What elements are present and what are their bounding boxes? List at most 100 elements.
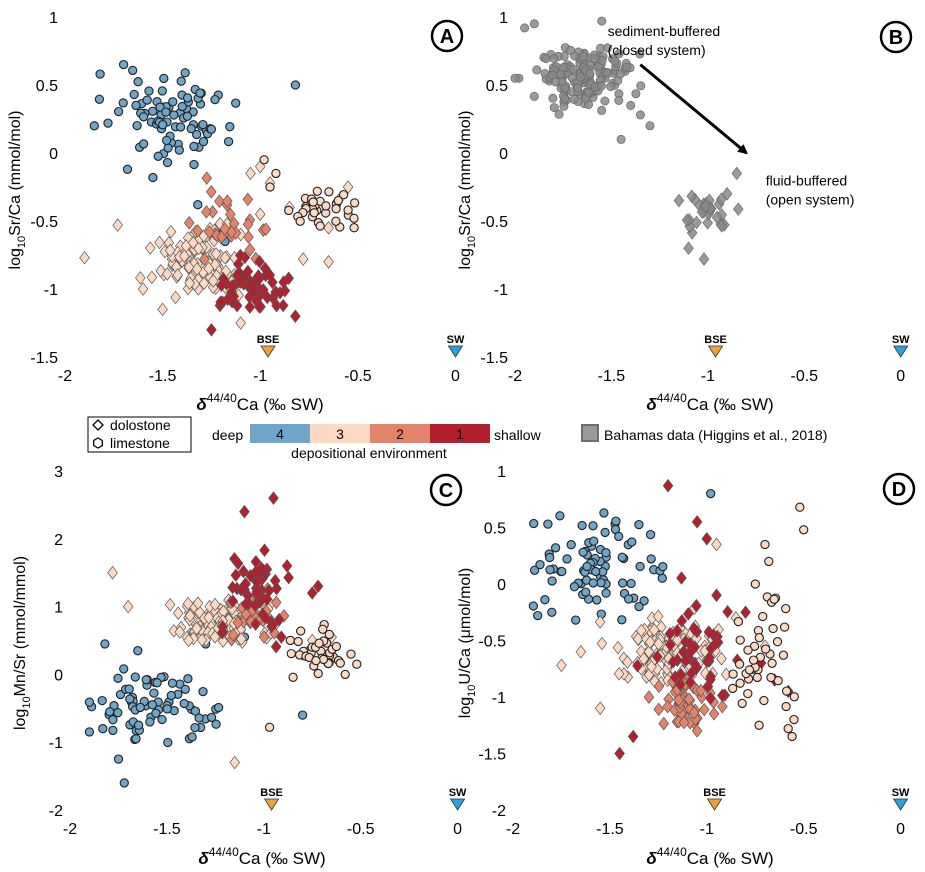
panel-a-point <box>260 222 272 237</box>
panel-d-point <box>728 669 738 679</box>
panel-b-point <box>732 202 744 216</box>
panel-b-point <box>702 216 713 230</box>
panel-d-point <box>658 716 670 731</box>
panel-b-ylabel: log10Sr/Ca (mmol/mol) <box>457 111 478 270</box>
panel-c-ytick-label: 1 <box>54 600 63 617</box>
panel-b-point <box>560 94 570 104</box>
panel-d-point <box>691 598 702 613</box>
panel-a-point <box>242 192 254 207</box>
panel-b-point <box>529 91 539 101</box>
panel-d-point <box>688 621 700 636</box>
panel-c-point <box>306 586 318 600</box>
panel-d-point <box>648 623 660 637</box>
panel-d-point <box>789 692 799 702</box>
panel-c-point <box>211 719 221 729</box>
panel-a-ylabel: log10Sr/Ca (mmol/mol) <box>7 111 28 270</box>
panel-a-point <box>321 201 331 211</box>
panel-a-reference-markers: BSE SW <box>257 334 465 358</box>
panel-a-point <box>290 80 301 90</box>
panel-d-point <box>704 651 715 665</box>
panel-a-point <box>243 230 254 244</box>
panel-a-point <box>227 278 238 293</box>
panel-c-points <box>84 491 362 788</box>
svg-text:δ44/40Ca (‰ SW): δ44/40Ca (‰ SW) <box>198 845 325 868</box>
panel-d-point <box>711 588 722 603</box>
panel-c-point <box>227 594 239 608</box>
panel-a-point <box>184 276 195 290</box>
panel-d-point <box>635 623 647 638</box>
panel-b-point <box>636 81 646 91</box>
panel-b-point <box>578 52 588 62</box>
panel-c-point <box>232 556 244 571</box>
panel-c-point <box>122 599 134 614</box>
panel-a-point <box>231 98 241 108</box>
panel-c-point <box>260 611 271 625</box>
panel-c-point <box>239 577 251 592</box>
panel-c-point <box>297 710 308 720</box>
panel-a-point <box>235 316 246 330</box>
panel-a-point <box>265 182 275 192</box>
panel-a-xtick-label: -2 <box>58 368 72 385</box>
legend-env-caption: depositional environment <box>291 445 447 461</box>
panel-b-point <box>602 43 612 53</box>
panel-c-point <box>270 595 282 610</box>
panel-c-point <box>273 612 285 627</box>
panel-a-point <box>138 112 149 122</box>
panel-c-point <box>130 672 140 682</box>
panel-d-point <box>582 561 592 572</box>
panel-b-xtick-label: -1 <box>701 368 715 385</box>
panel-b-annotation: (closed system) <box>608 42 706 58</box>
panel-b-point <box>549 103 559 113</box>
panel-d-point <box>759 695 769 706</box>
panel-d-ytick-label: -1.5 <box>478 747 506 764</box>
svg-text:δ44/40Ca (‰ SW): δ44/40Ca (‰ SW) <box>646 391 773 414</box>
panel-a-point <box>244 242 256 257</box>
panel-d-point <box>653 637 664 651</box>
panel-b-point <box>583 87 593 97</box>
panel-a-point <box>242 217 254 232</box>
svg-text:B: B <box>889 27 903 49</box>
panel-b-ytick-label: -1.5 <box>480 350 508 367</box>
panel-a-point <box>242 264 254 279</box>
panel-c-reference-markers: BSE SW <box>260 787 467 811</box>
panel-d-point <box>543 519 553 529</box>
panel-a-point <box>343 205 353 215</box>
panel-a-point <box>274 285 286 300</box>
panel-d-point <box>768 623 778 634</box>
panel-a-label: A <box>430 19 464 53</box>
panel-a-point <box>349 198 360 208</box>
panel-b-arrow <box>639 63 748 155</box>
panel-d-point <box>710 636 721 651</box>
panel-b-point <box>731 166 743 181</box>
panel-a-point <box>284 205 294 216</box>
panel-c-point <box>108 725 118 736</box>
panel-d-point <box>717 699 728 714</box>
panel-a-point <box>153 151 163 161</box>
panel-c-point <box>166 690 176 701</box>
panel-b-point <box>721 187 733 201</box>
panel-a-point <box>198 119 208 130</box>
panel-a-point <box>331 216 341 226</box>
panel-b-label: B <box>879 20 913 54</box>
panel-b-annotation: (open system) <box>766 192 855 208</box>
panel-d-point <box>760 539 770 550</box>
panel-d-point <box>545 565 555 575</box>
panel-d-point <box>680 653 691 668</box>
panel-b: sediment-buffered (closed system) fluid-bu… <box>457 10 913 414</box>
panel-a-point <box>79 250 90 265</box>
panel-c-point <box>131 734 141 744</box>
panel-c-point <box>318 624 328 634</box>
panel-d-xtick-label: -0.5 <box>790 821 818 838</box>
panel-c-point <box>331 641 342 652</box>
panel-c-point <box>288 672 298 682</box>
panel-b-point <box>716 219 727 233</box>
bse-marker-icon <box>260 345 276 358</box>
panel-a-ytick-label: 0 <box>49 146 58 163</box>
panel-a-point <box>128 65 138 76</box>
panel-c-point <box>240 597 252 611</box>
panel-d-point <box>643 668 655 682</box>
panel-c-point <box>227 628 239 642</box>
panel-d-point <box>577 520 587 531</box>
panel-b-point <box>626 100 636 110</box>
